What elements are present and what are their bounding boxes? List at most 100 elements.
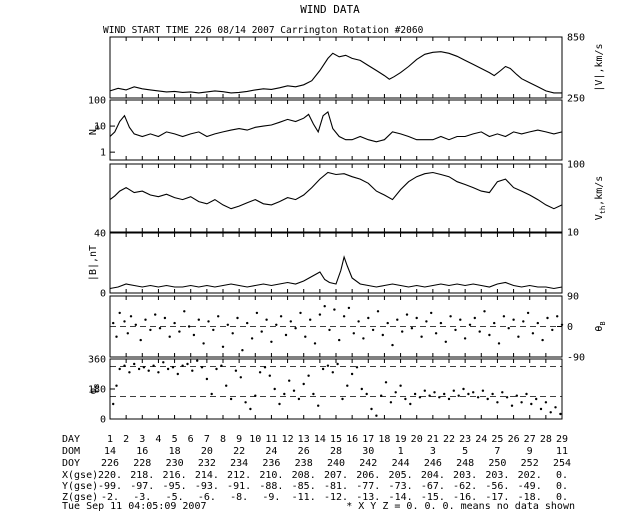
data-point-phi bbox=[137, 367, 141, 371]
data-point-phi bbox=[413, 392, 417, 396]
data-point-theta bbox=[134, 323, 137, 326]
data-point-theta bbox=[454, 328, 457, 332]
data-point-phi bbox=[278, 402, 281, 406]
data-point-theta bbox=[183, 310, 186, 313]
data-point-theta bbox=[381, 333, 384, 337]
data-point-theta bbox=[478, 330, 481, 333]
panel-density: 100 10 1 Np bbox=[88, 96, 563, 161]
day-label: 3 bbox=[139, 434, 145, 445]
panel-frame-phi bbox=[109, 358, 563, 420]
day-label: 1 bbox=[107, 434, 113, 445]
table-cell-doy: 240 bbox=[327, 458, 345, 469]
data-point-theta bbox=[129, 315, 133, 318]
data-point-phi bbox=[389, 401, 393, 404]
data-point-theta bbox=[173, 321, 176, 325]
data-point-phi bbox=[394, 391, 397, 394]
table-row-label-doy: DOY bbox=[62, 458, 80, 469]
data-point-phi bbox=[467, 392, 470, 396]
data-point-phi bbox=[481, 389, 485, 392]
data-point-theta bbox=[546, 316, 549, 320]
data-point-phi bbox=[292, 389, 296, 392]
data-point-theta bbox=[415, 316, 418, 320]
day-label: 18 bbox=[378, 434, 390, 445]
data-point-theta bbox=[112, 321, 115, 325]
table-cell-ygse: -95. bbox=[163, 481, 187, 492]
data-point-phi bbox=[123, 364, 126, 367]
panel-theta: 90 0 -90 θB bbox=[109, 292, 607, 364]
panel-frame-density bbox=[109, 99, 563, 161]
data-point-phi bbox=[428, 394, 431, 397]
data-point-phi bbox=[355, 366, 359, 369]
data-point-phi bbox=[525, 392, 528, 396]
data-point-theta bbox=[405, 313, 409, 316]
table-cell-doy: 246 bbox=[424, 458, 442, 469]
data-point-theta bbox=[386, 321, 389, 325]
data-point-theta bbox=[318, 313, 322, 316]
data-point-theta bbox=[294, 327, 297, 330]
data-point-theta bbox=[118, 311, 121, 315]
footer-timestamp: Tue Sep 11 04:05:09 2007 bbox=[62, 501, 207, 512]
table-cell-xgse: 202. bbox=[518, 470, 542, 481]
data-point-phi bbox=[447, 397, 451, 401]
data-point-phi bbox=[118, 367, 121, 371]
table-cell-xgse: 206. bbox=[356, 470, 380, 481]
series-line-thermal bbox=[109, 171, 563, 210]
data-point-phi bbox=[234, 369, 238, 372]
data-point-phi bbox=[133, 362, 136, 366]
table-cell-xgse: 210. bbox=[259, 470, 283, 481]
table-cell-ygse: -49. bbox=[518, 481, 542, 492]
data-point-theta bbox=[391, 343, 394, 347]
data-point-theta bbox=[246, 321, 249, 325]
data-point-phi bbox=[535, 397, 538, 401]
data-point-phi bbox=[297, 397, 301, 401]
y-axis-label-density: Np bbox=[88, 125, 101, 135]
data-point-theta bbox=[163, 316, 167, 320]
data-point-phi bbox=[288, 379, 291, 382]
data-point-phi bbox=[472, 391, 475, 394]
data-point-phi bbox=[350, 372, 354, 376]
day-label: 15 bbox=[330, 434, 342, 445]
data-point-phi bbox=[249, 407, 252, 411]
y-axis-label-bfield: |B|,nT bbox=[88, 245, 99, 281]
table-cell-xgse: 214. bbox=[195, 470, 219, 481]
table-cell-doy: 248 bbox=[456, 458, 474, 469]
data-point-theta bbox=[333, 308, 336, 311]
day-label: 22 bbox=[443, 434, 455, 445]
data-point-phi bbox=[312, 392, 315, 396]
data-point-phi bbox=[220, 364, 223, 367]
data-point-phi bbox=[559, 412, 562, 416]
data-point-phi bbox=[326, 364, 330, 367]
table-cell-zgse: -13. bbox=[356, 492, 380, 503]
data-point-theta bbox=[526, 311, 530, 315]
table-cell-dom: 22 bbox=[233, 446, 245, 457]
table-cell-dom: 20 bbox=[201, 446, 213, 457]
day-label: 11 bbox=[265, 434, 277, 445]
table-cell-doy: 230 bbox=[166, 458, 184, 469]
y-tick-label-phi: 0 bbox=[100, 415, 106, 426]
data-point-theta bbox=[425, 320, 428, 323]
data-point-phi bbox=[321, 367, 325, 371]
data-point-theta bbox=[139, 338, 142, 342]
series-line-speed bbox=[109, 51, 562, 94]
table-cell-xgse: 0. bbox=[556, 470, 568, 481]
data-point-theta bbox=[207, 320, 210, 323]
data-point-phi bbox=[336, 362, 339, 366]
data-point-theta bbox=[197, 318, 200, 321]
table-row-label-xgse: X(gse) bbox=[62, 470, 98, 481]
day-label: 24 bbox=[475, 434, 487, 445]
data-point-phi bbox=[399, 384, 402, 387]
data-point-theta bbox=[536, 321, 539, 325]
day-label: 28 bbox=[540, 434, 552, 445]
data-point-phi bbox=[112, 402, 115, 406]
data-point-theta bbox=[338, 338, 341, 342]
data-point-theta bbox=[444, 340, 447, 343]
data-point-theta bbox=[493, 321, 496, 325]
day-label: 4 bbox=[155, 434, 161, 445]
data-point-theta bbox=[309, 318, 312, 321]
table-cell-dom: 7 bbox=[494, 446, 500, 457]
table-cell-dom: 14 bbox=[104, 446, 116, 457]
table-cell-xgse: 218. bbox=[130, 470, 154, 481]
data-point-theta bbox=[284, 333, 288, 337]
table-cell-xgse: 207. bbox=[324, 470, 348, 481]
data-point-theta bbox=[396, 318, 399, 321]
